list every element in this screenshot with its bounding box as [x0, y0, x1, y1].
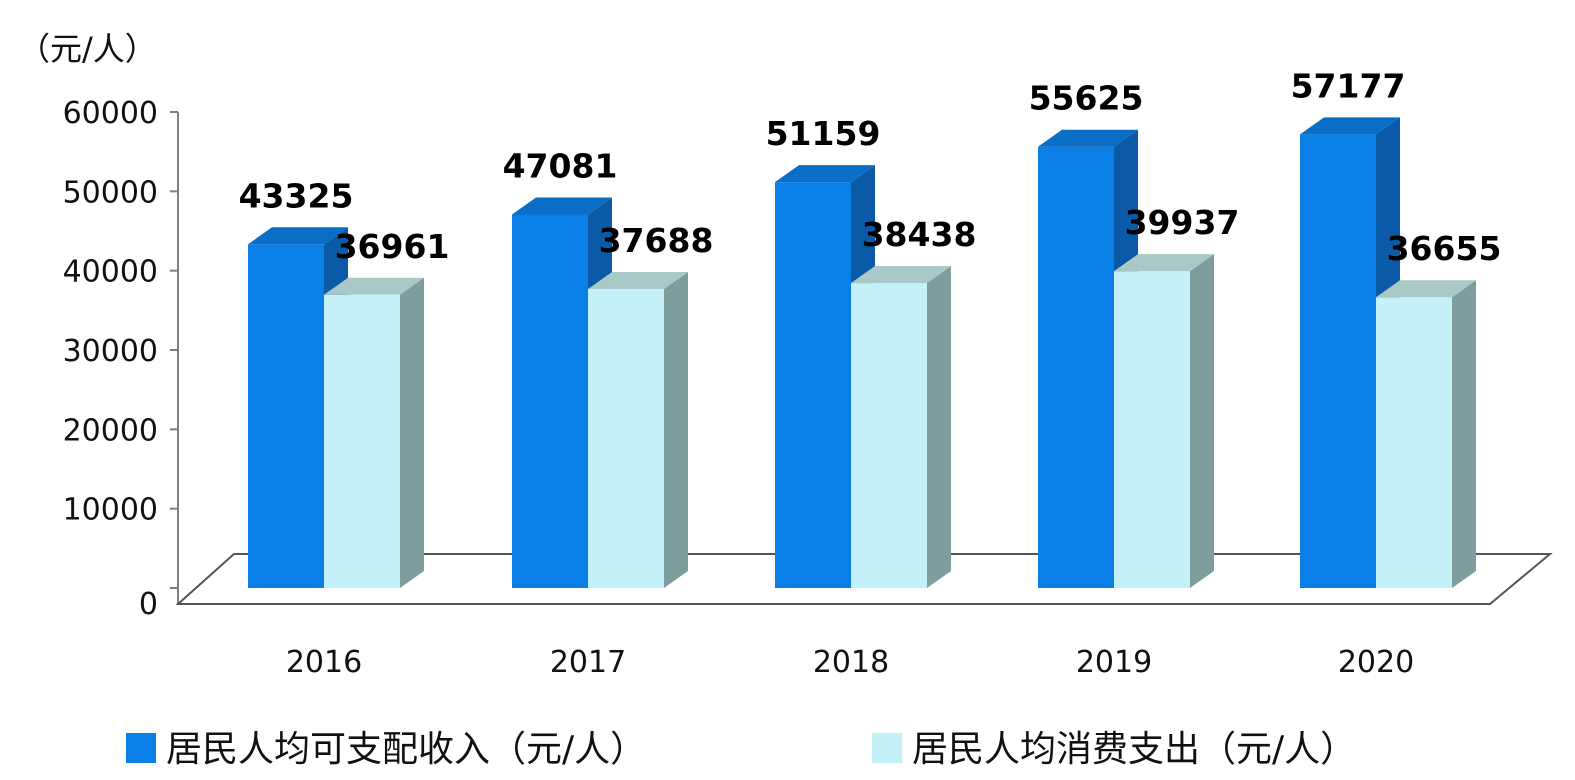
y-tick-label: 40000 [63, 255, 158, 290]
bar-top [512, 197, 612, 215]
data-label: 47081 [503, 146, 618, 185]
bar-consumption-2017 [588, 272, 688, 588]
legend-label-income: 居民人均可支配收入（元/人） [166, 729, 646, 770]
bar-consumption-2016 [324, 277, 424, 588]
x-tick-label: 2018 [813, 645, 889, 680]
bar-front [324, 294, 400, 588]
data-label: 55625 [1029, 79, 1144, 118]
bar-top [1038, 129, 1138, 147]
bar-consumption-2019 [1114, 254, 1214, 588]
legend-label-consumption: 居民人均消费支出（元/人） [912, 729, 1356, 770]
chart-floor [175, 553, 1553, 605]
bar-side [400, 277, 424, 588]
bar-top [775, 165, 875, 183]
legend: 居民人均可支配收入（元/人） 居民人均消费支出（元/人） [126, 729, 1356, 770]
bar-front [851, 283, 927, 588]
x-tick-label: 2019 [1076, 645, 1152, 680]
x-axis-labels: 2016 2017 2018 2019 2020 [286, 645, 1414, 680]
bar-front [1300, 134, 1376, 588]
data-label: 51159 [766, 114, 881, 153]
bar-side [1190, 254, 1214, 588]
bar-side [1452, 280, 1476, 588]
bar-consumption-2020 [1376, 280, 1476, 588]
bars-group: 43325 36961 47081 37688 51159 38438 55625 39937… [239, 66, 1502, 589]
bar-front [775, 182, 851, 588]
bar-consumption-2018 [851, 266, 951, 588]
bar-top [851, 266, 951, 284]
y-tick-label: 30000 [63, 334, 158, 369]
bar-top [248, 227, 348, 245]
bar-front [1376, 297, 1452, 588]
bar-top [1114, 254, 1214, 272]
data-label: 36961 [335, 227, 450, 266]
bar-front [1038, 146, 1114, 589]
y-tick-label: 60000 [63, 96, 158, 131]
y-unit-label: （元/人） [18, 30, 157, 68]
bar-front [1114, 271, 1190, 588]
bar-side [927, 266, 951, 588]
bar-front [248, 244, 324, 588]
data-label: 36655 [1387, 229, 1502, 268]
y-tick-label: 20000 [63, 413, 158, 448]
bar-top [1300, 117, 1400, 135]
bar-front [588, 289, 664, 588]
data-label: 39937 [1125, 203, 1240, 242]
legend-swatch-income [126, 733, 156, 763]
data-label: 57177 [1291, 66, 1406, 105]
legend-swatch-consumption [872, 733, 902, 763]
data-label: 37688 [599, 221, 714, 260]
bar-top [324, 277, 424, 295]
bar-front [512, 214, 588, 589]
y-tick-label: 0 [139, 587, 158, 622]
x-tick-label: 2020 [1338, 645, 1414, 680]
y-axis: 0 10000 20000 30000 40000 50000 60000 [63, 96, 179, 622]
data-label: 43325 [239, 176, 354, 215]
y-tick-label: 50000 [63, 175, 158, 210]
bar-side [664, 272, 688, 588]
bar-top [1376, 280, 1476, 298]
x-tick-label: 2016 [286, 645, 362, 680]
x-tick-label: 2017 [550, 645, 626, 680]
data-label: 38438 [862, 215, 977, 254]
bar-top [588, 272, 688, 290]
y-tick-label: 10000 [63, 493, 158, 528]
floor-plane [175, 553, 1553, 605]
